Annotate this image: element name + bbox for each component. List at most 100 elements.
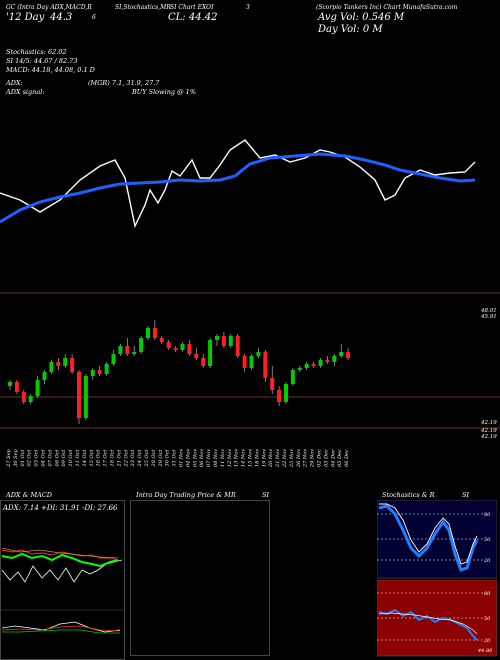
candle-body (318, 360, 323, 366)
macd-line: MACD: 44.18, 44.08, 0.1 D (6, 66, 95, 74)
date-tick-label: 06 Dec (344, 449, 350, 467)
date-tick-label: 02 Dec (317, 449, 323, 467)
date-tick-label: 21 Oct (116, 449, 122, 468)
candle-body (284, 384, 288, 402)
price-label-low: 42.19 (480, 420, 497, 426)
date-tick-label: 29 Oct (158, 449, 164, 468)
macd-hist-plot (2, 629, 120, 634)
date-tick-label: 15 Nov (248, 449, 254, 467)
candle-body (56, 362, 61, 366)
candle-body (180, 344, 185, 350)
day-vol: Day Vol: 0 M (318, 24, 383, 35)
date-tick-label: 01 Oct (20, 449, 26, 467)
candle-body (49, 362, 54, 372)
candle-body (146, 328, 150, 338)
header-company-label: (Scorpio Tankers Inc) Chart MunafaSutra.… (316, 4, 458, 11)
candle-body (166, 342, 171, 348)
date-tick-label: 11 Oct (75, 449, 81, 467)
candle-body (139, 338, 144, 352)
rsi-level-20: 20 (483, 638, 491, 644)
candle-body (215, 336, 219, 340)
candle-body (152, 328, 157, 338)
date-tick-label: 30 Sep (13, 448, 19, 466)
candle-body (339, 352, 344, 356)
date-tick-label: 15 Oct (89, 449, 95, 467)
candle-body (14, 382, 19, 392)
plus-di-line (1, 552, 119, 568)
date-tick-label: 03 Dec (323, 449, 329, 467)
date-tick-label: 27 Nov (303, 449, 309, 468)
rsi-line (378, 608, 478, 641)
candle-body (290, 370, 295, 384)
candle-body (132, 352, 137, 354)
date-tick-label: 22 Nov (282, 449, 288, 468)
adx-panel-title: ADX & MACD (6, 491, 52, 499)
intraday-panel (130, 500, 270, 656)
moving-average-line (0, 152, 476, 224)
candle-body (221, 336, 226, 346)
header-left-label: GC (Intra Day ADX,MACD,R (6, 4, 92, 11)
date-tick-label: 03 Oct (34, 449, 40, 467)
date-tick-label: 23 Oct (130, 449, 136, 468)
adx-line-label: ADX: (6, 79, 23, 87)
price-label-top: 48.01 (480, 308, 497, 314)
candle-body (249, 356, 254, 368)
date-tick-label: 07 Nov (206, 449, 212, 467)
date-tick-label: 08 Nov (213, 449, 219, 467)
date-tick-label: 06 Nov (199, 449, 205, 467)
date-tick-label: 12 Nov (227, 449, 233, 467)
date-axis: 27 Sep 30 Sep 01 Oct 02 Oct 03 Oct 04 Oct 07 O… (6, 448, 350, 468)
adx-macd-panel: ADX: 7.14 +DI: 31.91 -DI: 27.66 (0, 500, 125, 660)
candle-body (83, 376, 88, 418)
date-tick-label: 26 Nov (296, 449, 302, 468)
date-tick-label: 13 Nov (234, 449, 240, 467)
date-tick-label: 14 Nov (241, 449, 247, 467)
candle-body (270, 378, 275, 390)
date-tick-label: 09 Oct (61, 449, 67, 467)
candle-body (325, 360, 330, 362)
candle-body (8, 382, 12, 386)
intraday-panel-title: Intra Day Trading Price & MR (136, 491, 236, 499)
header-ticker-label: SI Chart EXOI (170, 4, 214, 11)
candle-body (159, 338, 164, 342)
candle-body (77, 372, 81, 418)
price-label-low-2: 42.19 (480, 428, 497, 434)
stoch-level-80: 80 (484, 512, 491, 518)
macd-signal-plot (1, 625, 121, 632)
candle-body (111, 354, 116, 364)
candle-body (228, 336, 233, 346)
date-tick-label: 05 Nov (192, 449, 198, 467)
candle-body (346, 352, 351, 358)
candle-body (201, 358, 206, 366)
date-tick-label: 18 Nov (254, 449, 260, 467)
candle-body (173, 348, 178, 350)
day-label: '12 Day (6, 12, 45, 23)
candle-body (35, 380, 40, 396)
stoch-panel-si: SI (462, 491, 470, 499)
candle-body (277, 390, 282, 402)
candle-body (90, 370, 95, 376)
candle-body (187, 344, 192, 354)
main-price-chart: 48.01 45.91 42.19 42.19 42.19 27 Sep 30 S… (0, 139, 500, 468)
stoch-k-line (378, 504, 479, 572)
date-tick-label: 10 Oct (68, 449, 74, 467)
candle-body (63, 358, 68, 366)
price-line (0, 139, 476, 229)
date-tick-label: 11 Nov (220, 449, 226, 467)
candle-body (125, 346, 130, 354)
price-label-top-2: 45.91 (480, 314, 497, 320)
candle-body (104, 364, 109, 374)
date-tick-label: 05 Dec (337, 449, 343, 467)
date-tick-label: 30 Oct (165, 449, 171, 467)
date-tick-label: 04 Oct (41, 449, 47, 467)
price-label-low-3: 42.19 (480, 434, 497, 440)
stoch-panel-title: Stochastics & R (382, 491, 435, 499)
adx-secondary-line (1, 547, 119, 559)
date-tick-label: 04 Dec (330, 449, 336, 467)
minus-di-line (1, 549, 119, 561)
candle-body (42, 372, 47, 380)
date-tick-label: 14 Oct (82, 449, 88, 467)
header-num-6: 6 (92, 14, 96, 21)
candle-body (97, 370, 102, 374)
candle-body (311, 364, 316, 366)
